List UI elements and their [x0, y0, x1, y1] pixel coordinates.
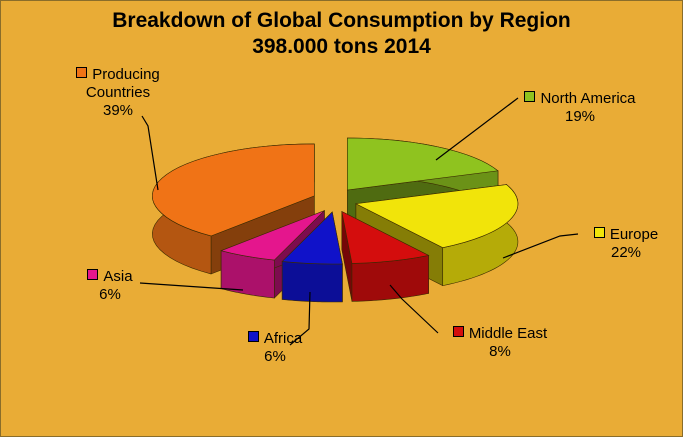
slice-top-north-america: [347, 137, 499, 191]
slice-top-middle-east: [341, 210, 430, 264]
label-asia: Asia 6%: [80, 268, 140, 304]
label-africa: Africa 6%: [235, 330, 315, 366]
label-asia-name: Asia: [103, 268, 133, 285]
leader-north-america: [435, 97, 519, 161]
value-middle-east: 8%: [489, 343, 511, 360]
value-producing: 39%: [102, 102, 134, 119]
slice-side-africa: [281, 261, 343, 303]
chart-title-line1: Breakdown of Global Consumption by Regio…: [112, 9, 571, 32]
legend-swatch-europe: [593, 227, 605, 238]
label-europe: Europe 22%: [581, 226, 671, 262]
leader-producing: [141, 115, 159, 191]
legend-swatch-producing: [76, 67, 88, 78]
chart-title-line2: 398.000 tons 2014: [252, 35, 431, 58]
label-producing-line1: Producing: [92, 66, 160, 83]
leader-asia: [139, 282, 244, 291]
leader-middle-east: [389, 284, 439, 334]
legend-swatch-north-america: [524, 91, 536, 102]
slice-middle-east: [341, 210, 430, 302]
label-producing-countries: Producing Countries 39%: [58, 66, 178, 120]
label-north-america-name: North America: [540, 90, 636, 107]
leader-europe: [502, 233, 579, 259]
slice-top-africa: [281, 211, 343, 265]
label-africa-name: Africa: [263, 330, 303, 347]
leader-africa: [289, 291, 311, 346]
label-middle-east-name: Middle East: [468, 325, 548, 342]
legend-swatch-asia: [87, 269, 99, 280]
slice-top-europe: [354, 184, 519, 248]
value-europe: 22%: [610, 244, 642, 261]
label-middle-east: Middle East 8%: [440, 325, 560, 361]
label-europe-name: Europe: [609, 226, 659, 243]
legend-swatch-middle-east: [452, 326, 464, 337]
label-north-america: North America 19%: [505, 90, 655, 126]
value-africa: 6%: [264, 348, 286, 365]
legend-swatch-africa: [247, 331, 259, 342]
slice-top-asia: [220, 210, 325, 261]
label-producing-line2: Countries: [85, 84, 151, 101]
chart-title: Breakdown of Global Consumption by Regio…: [0, 8, 683, 60]
value-north-america: 19%: [564, 108, 596, 125]
value-asia: 6%: [99, 286, 121, 303]
slice-top-producing-countries: [152, 143, 315, 237]
slice-africa: [281, 211, 343, 303]
